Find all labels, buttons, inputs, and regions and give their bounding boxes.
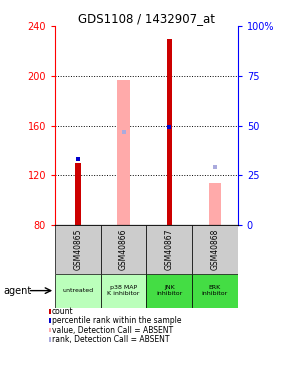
- Text: GSM40867: GSM40867: [165, 229, 174, 270]
- Text: JNK
inhibitor: JNK inhibitor: [156, 285, 182, 296]
- Bar: [117, 80, 130, 225]
- Bar: [75, 163, 81, 225]
- Bar: [192, 225, 238, 274]
- Bar: [192, 274, 238, 308]
- Text: untreated: untreated: [62, 288, 93, 293]
- Text: GSM40866: GSM40866: [119, 229, 128, 270]
- Bar: [101, 274, 146, 308]
- Text: value, Detection Call = ABSENT: value, Detection Call = ABSENT: [52, 326, 173, 334]
- Text: rank, Detection Call = ABSENT: rank, Detection Call = ABSENT: [52, 335, 170, 344]
- Bar: [101, 225, 146, 274]
- Bar: [55, 274, 101, 308]
- Title: GDS1108 / 1432907_at: GDS1108 / 1432907_at: [78, 12, 215, 25]
- Bar: [55, 225, 101, 274]
- Text: GSM40865: GSM40865: [73, 229, 82, 270]
- Bar: [209, 183, 221, 225]
- Text: percentile rank within the sample: percentile rank within the sample: [52, 316, 182, 325]
- Text: GSM40868: GSM40868: [211, 229, 220, 270]
- Text: ERK
inhibitor: ERK inhibitor: [202, 285, 228, 296]
- Bar: [166, 39, 172, 225]
- Text: count: count: [52, 307, 74, 316]
- Text: p38 MAP
K inhibitor: p38 MAP K inhibitor: [107, 285, 140, 296]
- Bar: [146, 274, 192, 308]
- Text: agent: agent: [3, 286, 31, 296]
- Bar: [146, 225, 192, 274]
